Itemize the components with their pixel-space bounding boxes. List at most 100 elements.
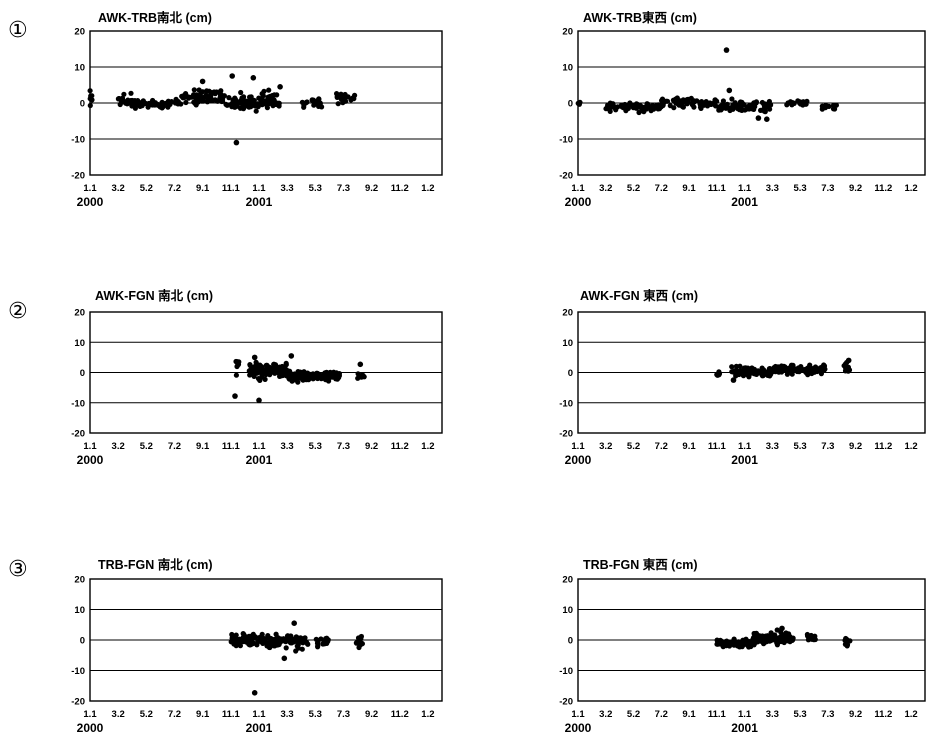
x-tick-label: 5.3 xyxy=(309,441,322,452)
y-tick-label: -20 xyxy=(71,697,85,708)
data-point xyxy=(833,102,840,108)
data-point xyxy=(253,108,259,114)
year-label: 2000 xyxy=(77,721,104,735)
data-point xyxy=(260,640,266,647)
data-point xyxy=(193,92,200,98)
data-point xyxy=(615,104,621,110)
data-point xyxy=(273,631,279,637)
data-point xyxy=(129,97,135,104)
y-tick-label: 20 xyxy=(562,575,573,586)
x-tick-label: 1.1 xyxy=(83,183,97,194)
x-tick-label: 1.2 xyxy=(421,441,434,452)
data-point xyxy=(121,91,127,97)
data-point xyxy=(740,370,746,376)
data-point xyxy=(746,644,752,650)
y-tick-label: 10 xyxy=(562,605,573,616)
data-point-outlier xyxy=(755,115,762,121)
data-point xyxy=(720,98,727,104)
x-tick-label: 9.2 xyxy=(849,183,862,194)
x-tick-label: 3.3 xyxy=(766,441,779,452)
data-point xyxy=(290,372,296,378)
data-point xyxy=(206,88,212,94)
x-tick-label: 7.2 xyxy=(168,183,181,194)
data-point xyxy=(305,641,311,647)
x-tick-label: 1.1 xyxy=(571,441,585,452)
data-point xyxy=(269,93,275,99)
data-point xyxy=(318,375,324,381)
data-point xyxy=(248,94,254,100)
data-point xyxy=(820,104,826,110)
data-point xyxy=(268,367,274,373)
x-tick-label: 11.2 xyxy=(874,183,892,194)
data-point xyxy=(242,98,248,104)
y-tick-label: -20 xyxy=(71,171,85,182)
x-tick-label: 9.1 xyxy=(682,709,696,720)
data-point xyxy=(322,371,328,377)
data-point xyxy=(750,103,756,109)
data-point xyxy=(128,90,134,96)
x-tick-label: 3.2 xyxy=(112,709,125,720)
chart-title-awk-trb-ew: AWK-TRB東西 (cm) xyxy=(583,10,697,25)
x-tick-label: 9.1 xyxy=(196,709,210,720)
data-point xyxy=(325,637,331,643)
x-tick-label: 11.1 xyxy=(708,441,727,452)
data-point xyxy=(733,641,739,647)
data-point xyxy=(183,99,189,106)
panel-number-1: ① xyxy=(8,17,28,42)
data-point xyxy=(314,640,321,646)
data-point-outlier xyxy=(277,84,283,90)
data-point xyxy=(258,364,265,370)
data-point xyxy=(267,644,273,651)
data-point xyxy=(283,360,289,366)
data-point xyxy=(238,89,244,96)
y-tick-label: 20 xyxy=(74,575,85,586)
data-point xyxy=(701,101,707,107)
data-point xyxy=(221,93,227,99)
data-point xyxy=(772,634,778,640)
data-point xyxy=(237,105,244,111)
data-point xyxy=(309,97,315,104)
data-point xyxy=(813,368,819,374)
y-tick-label: -20 xyxy=(559,429,573,440)
year-label: 2001 xyxy=(731,195,758,209)
y-tick-label: 0 xyxy=(568,99,573,110)
y-tick-label: -10 xyxy=(559,666,573,677)
data-point xyxy=(315,370,321,377)
x-tick-label: 9.1 xyxy=(682,441,696,452)
x-tick-label: 9.1 xyxy=(196,183,210,194)
data-point xyxy=(761,370,768,376)
x-tick-label: 3.2 xyxy=(112,441,125,452)
data-point-outlier xyxy=(726,87,733,94)
year-label: 2000 xyxy=(565,721,592,735)
x-tick-label: 11.1 xyxy=(222,441,241,452)
x-tick-label: 11.2 xyxy=(874,709,892,720)
data-point xyxy=(266,87,272,93)
x-tick-label: 1.1 xyxy=(83,709,97,720)
x-tick-label: 9.2 xyxy=(849,441,862,452)
x-tick-label: 3.3 xyxy=(281,709,294,720)
data-point xyxy=(698,105,704,111)
data-point xyxy=(744,106,750,112)
year-label: 2001 xyxy=(246,721,273,735)
y-tick-label: 0 xyxy=(80,99,85,110)
x-tick-label: 5.2 xyxy=(627,441,640,452)
y-tick-label: 20 xyxy=(74,308,85,319)
data-point xyxy=(659,96,666,102)
data-point xyxy=(348,97,354,103)
data-point xyxy=(796,367,803,373)
data-point xyxy=(189,94,195,100)
data-point xyxy=(764,634,770,640)
x-tick-label: 1.1 xyxy=(252,709,266,720)
data-point xyxy=(772,363,779,370)
data-point xyxy=(785,632,792,638)
data-point xyxy=(233,643,239,649)
data-point xyxy=(160,104,166,110)
x-tick-label: 1.1 xyxy=(252,441,266,452)
data-point xyxy=(768,630,774,636)
data-point xyxy=(684,97,690,103)
x-tick-label: 1.1 xyxy=(252,183,266,194)
y-tick-label: -20 xyxy=(71,429,85,440)
data-point xyxy=(287,376,293,382)
y-tick-label: 0 xyxy=(568,636,573,647)
data-point-outlier xyxy=(229,73,235,79)
